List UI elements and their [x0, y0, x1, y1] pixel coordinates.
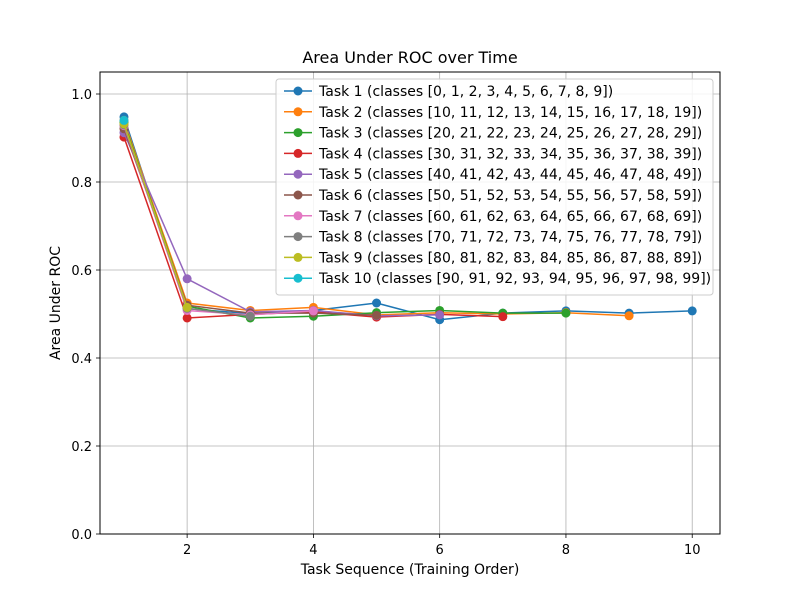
- series-task-10: [119, 115, 129, 125]
- legend-marker: [293, 107, 303, 117]
- data-point: [119, 115, 129, 125]
- legend-marker: [293, 169, 303, 179]
- legend-marker: [293, 273, 303, 283]
- legend-marker: [293, 190, 303, 200]
- data-point: [245, 311, 255, 321]
- legend-label: Task 4 (classes [30, 31, 32, 33, 34, 35,…: [318, 146, 702, 162]
- legend-label: Task 3 (classes [20, 21, 22, 23, 24, 25,…: [318, 126, 702, 142]
- legend-marker: [293, 211, 303, 221]
- legend-label: Task 5 (classes [40, 41, 42, 43, 44, 45,…: [318, 167, 702, 183]
- legend-entry: Task 5 (classes [40, 41, 42, 43, 44, 45,…: [284, 167, 702, 183]
- data-point: [182, 313, 192, 323]
- legend-entry: Task 1 (classes [0, 1, 2, 3, 4, 5, 6, 7,…: [284, 84, 613, 100]
- legend-marker: [293, 252, 303, 262]
- data-point: [182, 302, 192, 312]
- legend-marker: [293, 232, 303, 242]
- series-line: [123, 132, 440, 317]
- legend-label: Task 1 (classes [0, 1, 2, 3, 4, 5, 6, 7,…: [318, 84, 613, 100]
- y-tick-label: 0.4: [71, 352, 92, 367]
- data-point: [561, 308, 571, 318]
- data-point: [687, 306, 697, 316]
- legend-entry: Task 7 (classes [60, 61, 62, 63, 64, 65,…: [284, 209, 702, 225]
- legend-entry: Task 8 (classes [70, 71, 72, 73, 74, 75,…: [284, 230, 702, 246]
- data-point: [372, 310, 382, 320]
- series-group: [119, 112, 697, 325]
- legend: Task 1 (classes [0, 1, 2, 3, 4, 5, 6, 7,…: [275, 78, 714, 296]
- y-tick-label: 0.6: [71, 264, 92, 279]
- y-tick-label: 0.2: [71, 440, 92, 455]
- legend-marker: [293, 128, 303, 138]
- legend-marker: [293, 148, 303, 158]
- x-tick-label: 4: [309, 543, 317, 558]
- y-tick-label: 0.0: [71, 528, 92, 543]
- data-point: [435, 310, 445, 320]
- x-tick-label: 6: [436, 543, 444, 558]
- data-point: [372, 298, 382, 308]
- legend-label: Task 10 (classes [90, 91, 92, 93, 94, 95…: [318, 271, 711, 287]
- axis-ticks: 2 4 6 8 10 0.0 0.2 0.4 0.6 0.8 1.0: [71, 88, 700, 558]
- y-axis-title: Area Under ROC: [48, 246, 64, 360]
- legend-label: Task 7 (classes [60, 61, 62, 63, 64, 65,…: [318, 209, 702, 225]
- series-line: [123, 123, 188, 308]
- legend-label: Task 8 (classes [70, 71, 72, 73, 74, 75,…: [318, 230, 702, 246]
- x-tick-label: 8: [562, 543, 570, 558]
- data-point: [182, 274, 192, 284]
- chart-title: Area Under ROC over Time: [302, 48, 517, 67]
- legend-entry: Task 4 (classes [30, 31, 32, 33, 34, 35,…: [284, 146, 702, 162]
- legend-entry: Task 9 (classes [80, 81, 82, 83, 84, 85,…: [284, 250, 702, 266]
- legend-label: Task 2 (classes [10, 11, 12, 13, 14, 15,…: [318, 105, 702, 121]
- legend-label: Task 9 (classes [80, 81, 82, 83, 84, 85,…: [318, 250, 702, 266]
- legend-entry: Task 10 (classes [90, 91, 92, 93, 94, 95…: [284, 271, 711, 287]
- legend-entry: Task 3 (classes [20, 21, 22, 23, 24, 25,…: [284, 126, 702, 142]
- x-tick-label: 2: [183, 543, 191, 558]
- legend-box: [275, 78, 714, 296]
- y-tick-label: 0.8: [71, 176, 92, 191]
- y-tick-label: 1.0: [71, 88, 92, 103]
- legend-entry: Task 6 (classes [50, 51, 52, 53, 54, 55,…: [284, 188, 702, 204]
- data-point: [624, 311, 634, 321]
- x-tick-label: 10: [684, 543, 701, 558]
- legend-label: Task 6 (classes [50, 51, 52, 53, 54, 55,…: [318, 188, 702, 204]
- data-point: [308, 306, 318, 316]
- legend-marker: [293, 86, 303, 96]
- data-point: [498, 312, 508, 322]
- plot-frame: [99, 71, 721, 535]
- legend-entry: Task 2 (classes [10, 11, 12, 13, 14, 15,…: [284, 105, 702, 121]
- x-axis-title: Task Sequence (Training Order): [300, 562, 520, 578]
